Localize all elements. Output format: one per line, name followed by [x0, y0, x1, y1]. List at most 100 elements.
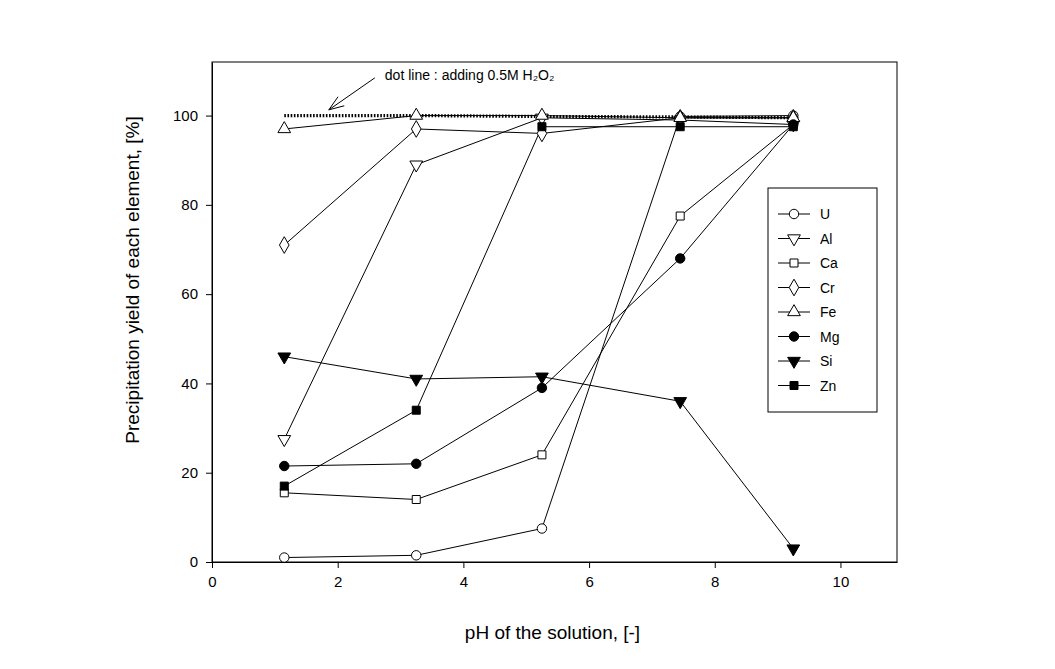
- y-axis-title: Precipitation yield of each element, [%]: [122, 116, 143, 443]
- annotation: dot line : adding 0.5M H₂O₂: [385, 67, 555, 83]
- y-tick-mark: [206, 205, 212, 206]
- y-tick: 0: [190, 553, 212, 570]
- legend-symbol: [789, 209, 798, 218]
- marker: [789, 123, 797, 131]
- legend-box: [768, 188, 877, 412]
- x-tick-label: 4: [460, 573, 468, 590]
- x-tick: 10: [833, 562, 850, 590]
- y-tick-label: 20: [181, 464, 198, 481]
- legend-label: Al: [820, 231, 832, 247]
- marker: [410, 161, 423, 172]
- y-tick: 100: [173, 107, 212, 124]
- legend-entry: U: [778, 206, 830, 222]
- legend-symbol: [789, 332, 798, 341]
- legend-label: Cr: [820, 280, 835, 296]
- y-tick-mark: [206, 383, 212, 384]
- legend-label: Mg: [820, 329, 839, 345]
- legend-label: Ca: [820, 255, 838, 271]
- legend-entry: Si: [778, 353, 832, 369]
- series-line: [284, 116, 793, 558]
- marker: [280, 461, 289, 470]
- marker: [278, 436, 291, 447]
- marker: [412, 496, 420, 504]
- y-axis-line: [212, 63, 213, 563]
- y-tick-label: 80: [181, 196, 198, 213]
- series-line: [284, 125, 793, 500]
- x-tick-mark: [463, 562, 464, 568]
- x-tick-label: 2: [334, 573, 342, 590]
- y-tick: 60: [181, 285, 212, 302]
- y-tick-mark: [206, 562, 212, 563]
- marker: [536, 108, 549, 119]
- y-tick: 80: [181, 196, 212, 213]
- series-line: [284, 118, 793, 245]
- marker: [280, 553, 289, 562]
- marker: [674, 110, 687, 121]
- marker: [538, 123, 546, 131]
- y-tick: 40: [181, 375, 212, 392]
- marker: [410, 108, 423, 119]
- legend-symbol: [790, 259, 798, 267]
- marker: [410, 375, 423, 386]
- x-tick-label: 8: [711, 573, 719, 590]
- x-tick: 8: [711, 562, 719, 590]
- marker: [787, 545, 800, 556]
- legend-entry: Al: [778, 231, 832, 247]
- x-tick-label: 0: [208, 573, 216, 590]
- x-axis-line: [213, 562, 898, 563]
- arrow-head: [329, 106, 344, 110]
- y-tick-label: 0: [190, 553, 198, 570]
- y-tick: 20: [181, 464, 212, 481]
- chart: 0246810020406080100dot line : adding 0.5…: [0, 0, 1055, 669]
- marker: [278, 122, 291, 133]
- y-tick-mark: [206, 294, 212, 295]
- legend: U Al Ca Cr Fe Mg Si Zn: [768, 188, 877, 412]
- marker: [675, 254, 684, 263]
- legend-entry: Zn: [778, 378, 836, 394]
- legend-entry: Cr: [778, 279, 835, 296]
- plot: 0246810020406080100dot line : adding 0.5…: [173, 62, 898, 590]
- legend-entry: Mg: [778, 329, 839, 345]
- x-tick-label: 6: [585, 573, 593, 590]
- marker: [279, 237, 289, 254]
- series-line: [284, 125, 793, 467]
- marker: [674, 398, 687, 409]
- x-tick: 4: [460, 562, 468, 590]
- x-tick-mark: [589, 562, 590, 568]
- y-tick-mark: [206, 473, 212, 474]
- series-line: [284, 118, 793, 439]
- x-tick: 0: [208, 562, 216, 590]
- arrow-shaft: [329, 78, 375, 110]
- x-tick: 2: [334, 562, 342, 590]
- y-tick-mark: [206, 116, 212, 117]
- marker: [278, 353, 291, 364]
- legend-label: Fe: [820, 304, 837, 320]
- y-axis: 0 20 40 60 80 100: [173, 63, 213, 571]
- y-tick-label: 40: [181, 375, 198, 392]
- marker: [537, 524, 546, 533]
- marker: [411, 121, 421, 138]
- marker: [676, 123, 684, 131]
- x-tick: 6: [585, 562, 593, 590]
- marker: [412, 551, 421, 560]
- legend-symbol: [790, 382, 798, 390]
- marker: [412, 406, 420, 414]
- legend-entry: Ca: [778, 255, 838, 271]
- legend-symbol: [788, 235, 801, 246]
- x-tick-mark: [212, 562, 213, 568]
- marker: [412, 459, 421, 468]
- marker: [787, 121, 800, 132]
- plot-frame: [212, 62, 897, 562]
- legend-entry: Fe: [778, 304, 837, 320]
- legend-symbol: [789, 279, 799, 296]
- marker: [676, 212, 684, 220]
- legend-label: Si: [820, 353, 832, 369]
- x-tick-label: 10: [833, 573, 850, 590]
- y-tick-label: 60: [181, 285, 198, 302]
- legend-label: Zn: [820, 378, 836, 394]
- series-line: [284, 357, 793, 549]
- x-tick-mark: [715, 562, 716, 568]
- marker: [536, 373, 549, 384]
- marker: [538, 451, 546, 459]
- x-tick-mark: [840, 562, 841, 568]
